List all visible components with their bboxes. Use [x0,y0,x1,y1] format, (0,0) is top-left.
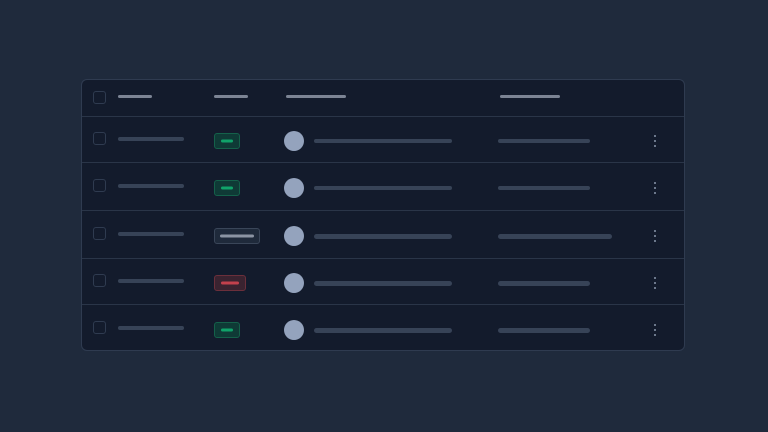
name-placeholder [118,279,184,283]
row-checkbox[interactable] [93,320,106,334]
data-table [81,79,685,351]
more-vertical-icon[interactable] [654,230,657,243]
header-status-placeholder[interactable] [214,95,248,98]
table-row[interactable] [82,258,684,304]
status-badge-success [214,133,240,149]
detail-placeholder [498,234,612,239]
table-row[interactable] [82,162,684,210]
table-header [82,80,684,116]
avatar [284,226,304,246]
table-row[interactable] [82,304,684,350]
name-placeholder [118,325,184,330]
avatar [284,131,304,151]
name-placeholder [118,137,184,141]
more-vertical-icon[interactable] [654,182,657,195]
avatar [284,319,304,340]
name-placeholder [118,232,184,236]
more-vertical-icon[interactable] [654,323,657,337]
header-name-placeholder[interactable] [118,95,152,98]
owner-placeholder [314,281,452,286]
row-checkbox[interactable] [93,179,106,192]
table-row[interactable] [82,210,684,258]
owner-placeholder [314,327,452,333]
detail-placeholder [498,327,590,333]
name-placeholder [118,184,184,188]
row-checkbox[interactable] [93,274,106,287]
avatar [284,178,304,198]
detail-placeholder [498,186,590,190]
detail-placeholder [498,139,590,143]
status-badge-danger [214,275,246,291]
select-all-checkbox[interactable] [93,91,106,104]
owner-placeholder [314,234,452,239]
status-badge-neutral [214,228,260,244]
status-badge-success [214,321,240,338]
detail-placeholder [498,281,590,286]
header-owner-placeholder[interactable] [286,95,346,98]
owner-placeholder [314,186,452,190]
row-checkbox[interactable] [93,227,106,240]
row-checkbox[interactable] [93,132,106,145]
more-vertical-icon[interactable] [654,135,657,148]
avatar [284,273,304,293]
more-vertical-icon[interactable] [654,277,657,290]
status-badge-success [214,180,240,196]
owner-placeholder [314,139,452,143]
table-row[interactable] [82,116,684,162]
header-detail-placeholder[interactable] [500,95,560,98]
